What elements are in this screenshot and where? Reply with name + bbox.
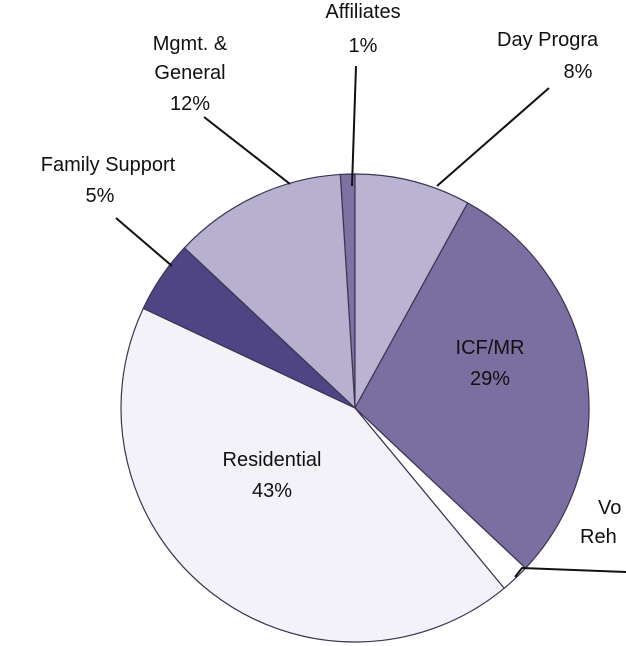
label-line: Reh (580, 526, 617, 548)
pie (120, 173, 590, 643)
label-line: Residential (223, 449, 322, 471)
value-label: 12% (170, 93, 210, 115)
label-line: General (154, 62, 225, 84)
slice-label: Family Support (41, 154, 176, 176)
value-label: 5% (86, 185, 115, 207)
leader-line (351, 65, 357, 187)
slice-label: Residential (223, 449, 322, 471)
label-line: Day Progra (497, 29, 599, 51)
value-label: 29% (470, 368, 510, 390)
label-line: Affiliates (325, 1, 400, 23)
slice-label: Mgmt. & General (153, 33, 228, 84)
leader-line (436, 87, 550, 187)
value-label: 8% (564, 61, 593, 83)
slice (354, 202, 590, 570)
slice-label: ICF/MR (456, 337, 525, 359)
label-line: Family Support (41, 154, 176, 176)
value-label: 43% (252, 480, 292, 502)
slice-label: Affiliates (325, 1, 400, 23)
label-line: Mgmt. & (153, 33, 228, 55)
leader-line (203, 116, 291, 185)
label-line: Vo (598, 497, 621, 519)
slice (120, 307, 506, 643)
slice-label: Day Progra (497, 29, 599, 51)
label-line: ICF/MR (456, 337, 525, 359)
slice-label: Vo Reh (580, 497, 621, 548)
slice (354, 173, 469, 409)
leader-line (115, 217, 173, 267)
leader-line (514, 566, 626, 578)
slice (183, 173, 356, 410)
value-label: 1% (349, 35, 378, 57)
